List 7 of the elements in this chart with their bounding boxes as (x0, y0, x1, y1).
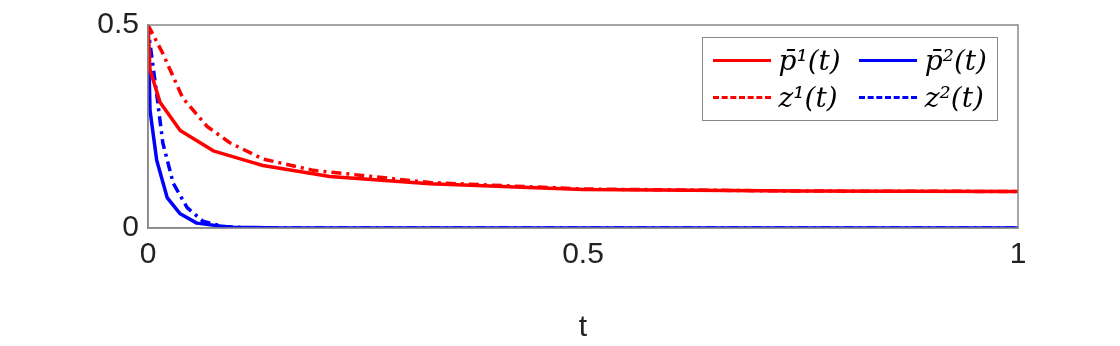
legend-label: z¹(t) (778, 81, 838, 114)
x-tick-label: 0.5 (562, 236, 604, 270)
x-axis-title: t (578, 309, 588, 343)
legend-label: p̄²(t) (924, 44, 987, 77)
legend-label: z²(t) (924, 81, 984, 114)
legend-label: p̄¹(t) (778, 44, 841, 77)
x-tick-label: 1 (1009, 236, 1027, 270)
